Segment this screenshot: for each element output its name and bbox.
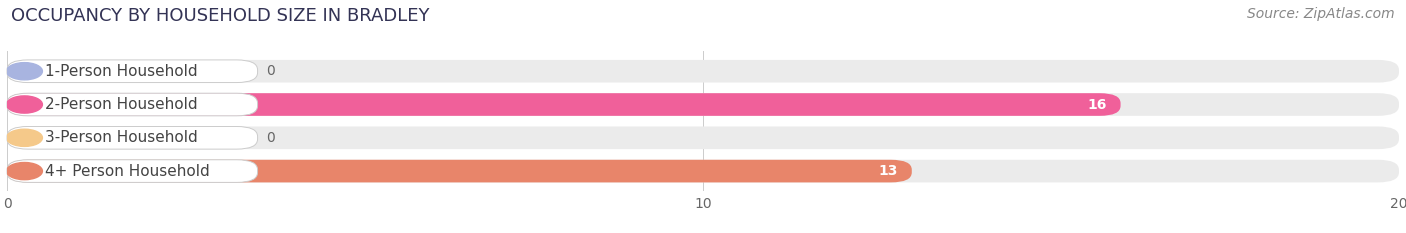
FancyBboxPatch shape (7, 93, 1121, 116)
FancyBboxPatch shape (7, 127, 257, 149)
FancyBboxPatch shape (7, 93, 1399, 116)
FancyBboxPatch shape (7, 60, 1399, 82)
FancyBboxPatch shape (7, 160, 912, 182)
FancyBboxPatch shape (7, 160, 1399, 182)
Text: 3-Person Household: 3-Person Household (45, 130, 198, 145)
FancyBboxPatch shape (7, 93, 257, 116)
Text: 16: 16 (1087, 98, 1107, 112)
Circle shape (7, 129, 42, 146)
FancyBboxPatch shape (7, 160, 257, 182)
Circle shape (7, 162, 42, 180)
FancyBboxPatch shape (7, 60, 257, 82)
Text: 0: 0 (266, 131, 274, 145)
Text: Source: ZipAtlas.com: Source: ZipAtlas.com (1247, 7, 1395, 21)
Text: OCCUPANCY BY HOUSEHOLD SIZE IN BRADLEY: OCCUPANCY BY HOUSEHOLD SIZE IN BRADLEY (11, 7, 430, 25)
Text: 2-Person Household: 2-Person Household (45, 97, 198, 112)
FancyBboxPatch shape (7, 127, 1399, 149)
Circle shape (7, 63, 42, 80)
Text: 13: 13 (879, 164, 898, 178)
Text: 1-Person Household: 1-Person Household (45, 64, 198, 79)
Circle shape (7, 96, 42, 113)
Text: 0: 0 (266, 64, 274, 78)
Text: 4+ Person Household: 4+ Person Household (45, 164, 209, 178)
